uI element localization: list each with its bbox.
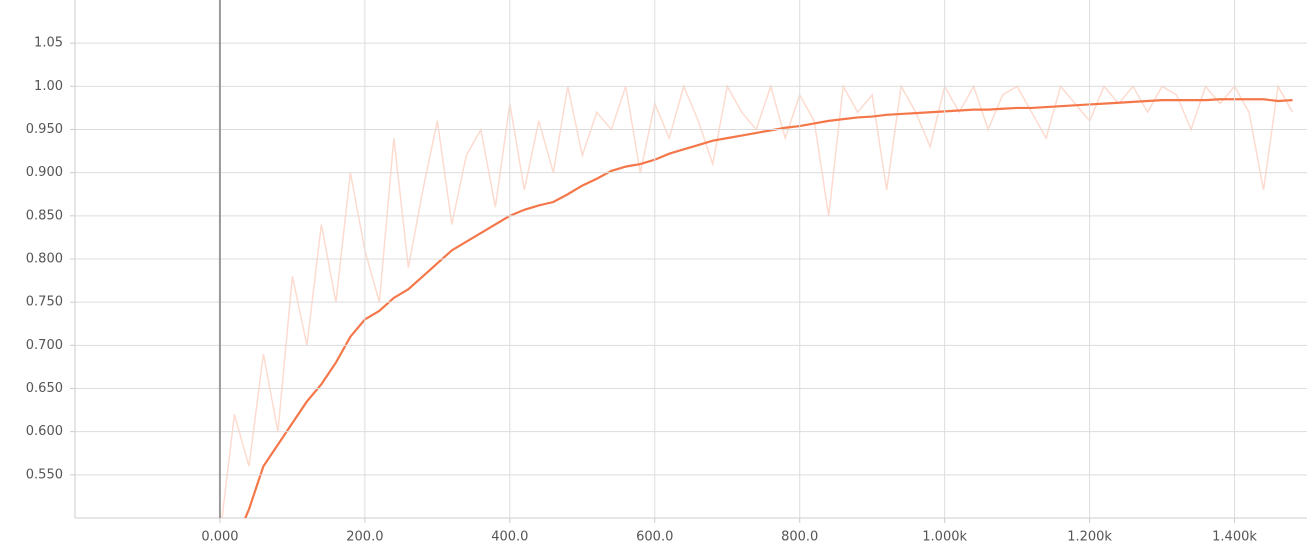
y-tick-label: 0.950 <box>26 122 63 137</box>
y-tick-label: 0.750 <box>26 295 63 310</box>
y-tick-label: 0.650 <box>26 381 63 396</box>
x-tick-label: 600.0 <box>636 530 673 545</box>
y-tick-label: 1.00 <box>34 79 63 94</box>
y-tick-label: 0.850 <box>26 208 63 223</box>
y-tick-label: 1.05 <box>34 36 63 51</box>
y-tick-label: 0.800 <box>26 252 63 267</box>
line-series <box>244 98 1293 518</box>
x-tick-label: 800.0 <box>781 530 818 545</box>
y-tick-label: 0.550 <box>26 467 63 482</box>
x-tick-label: 400.0 <box>491 530 528 545</box>
x-tick-label: 200.0 <box>346 530 383 545</box>
plot-area <box>221 83 1294 518</box>
x-tick-label: 1.400k <box>1212 530 1257 545</box>
y-tick-label: 0.600 <box>26 424 63 439</box>
x-tick-label: 1.000k <box>922 530 967 545</box>
x-tick-label: 1.200k <box>1067 530 1112 545</box>
y-tick-label: 0.700 <box>26 338 63 353</box>
y-tick-label: 0.900 <box>26 165 63 180</box>
x-tick-label: 0.000 <box>201 530 238 545</box>
